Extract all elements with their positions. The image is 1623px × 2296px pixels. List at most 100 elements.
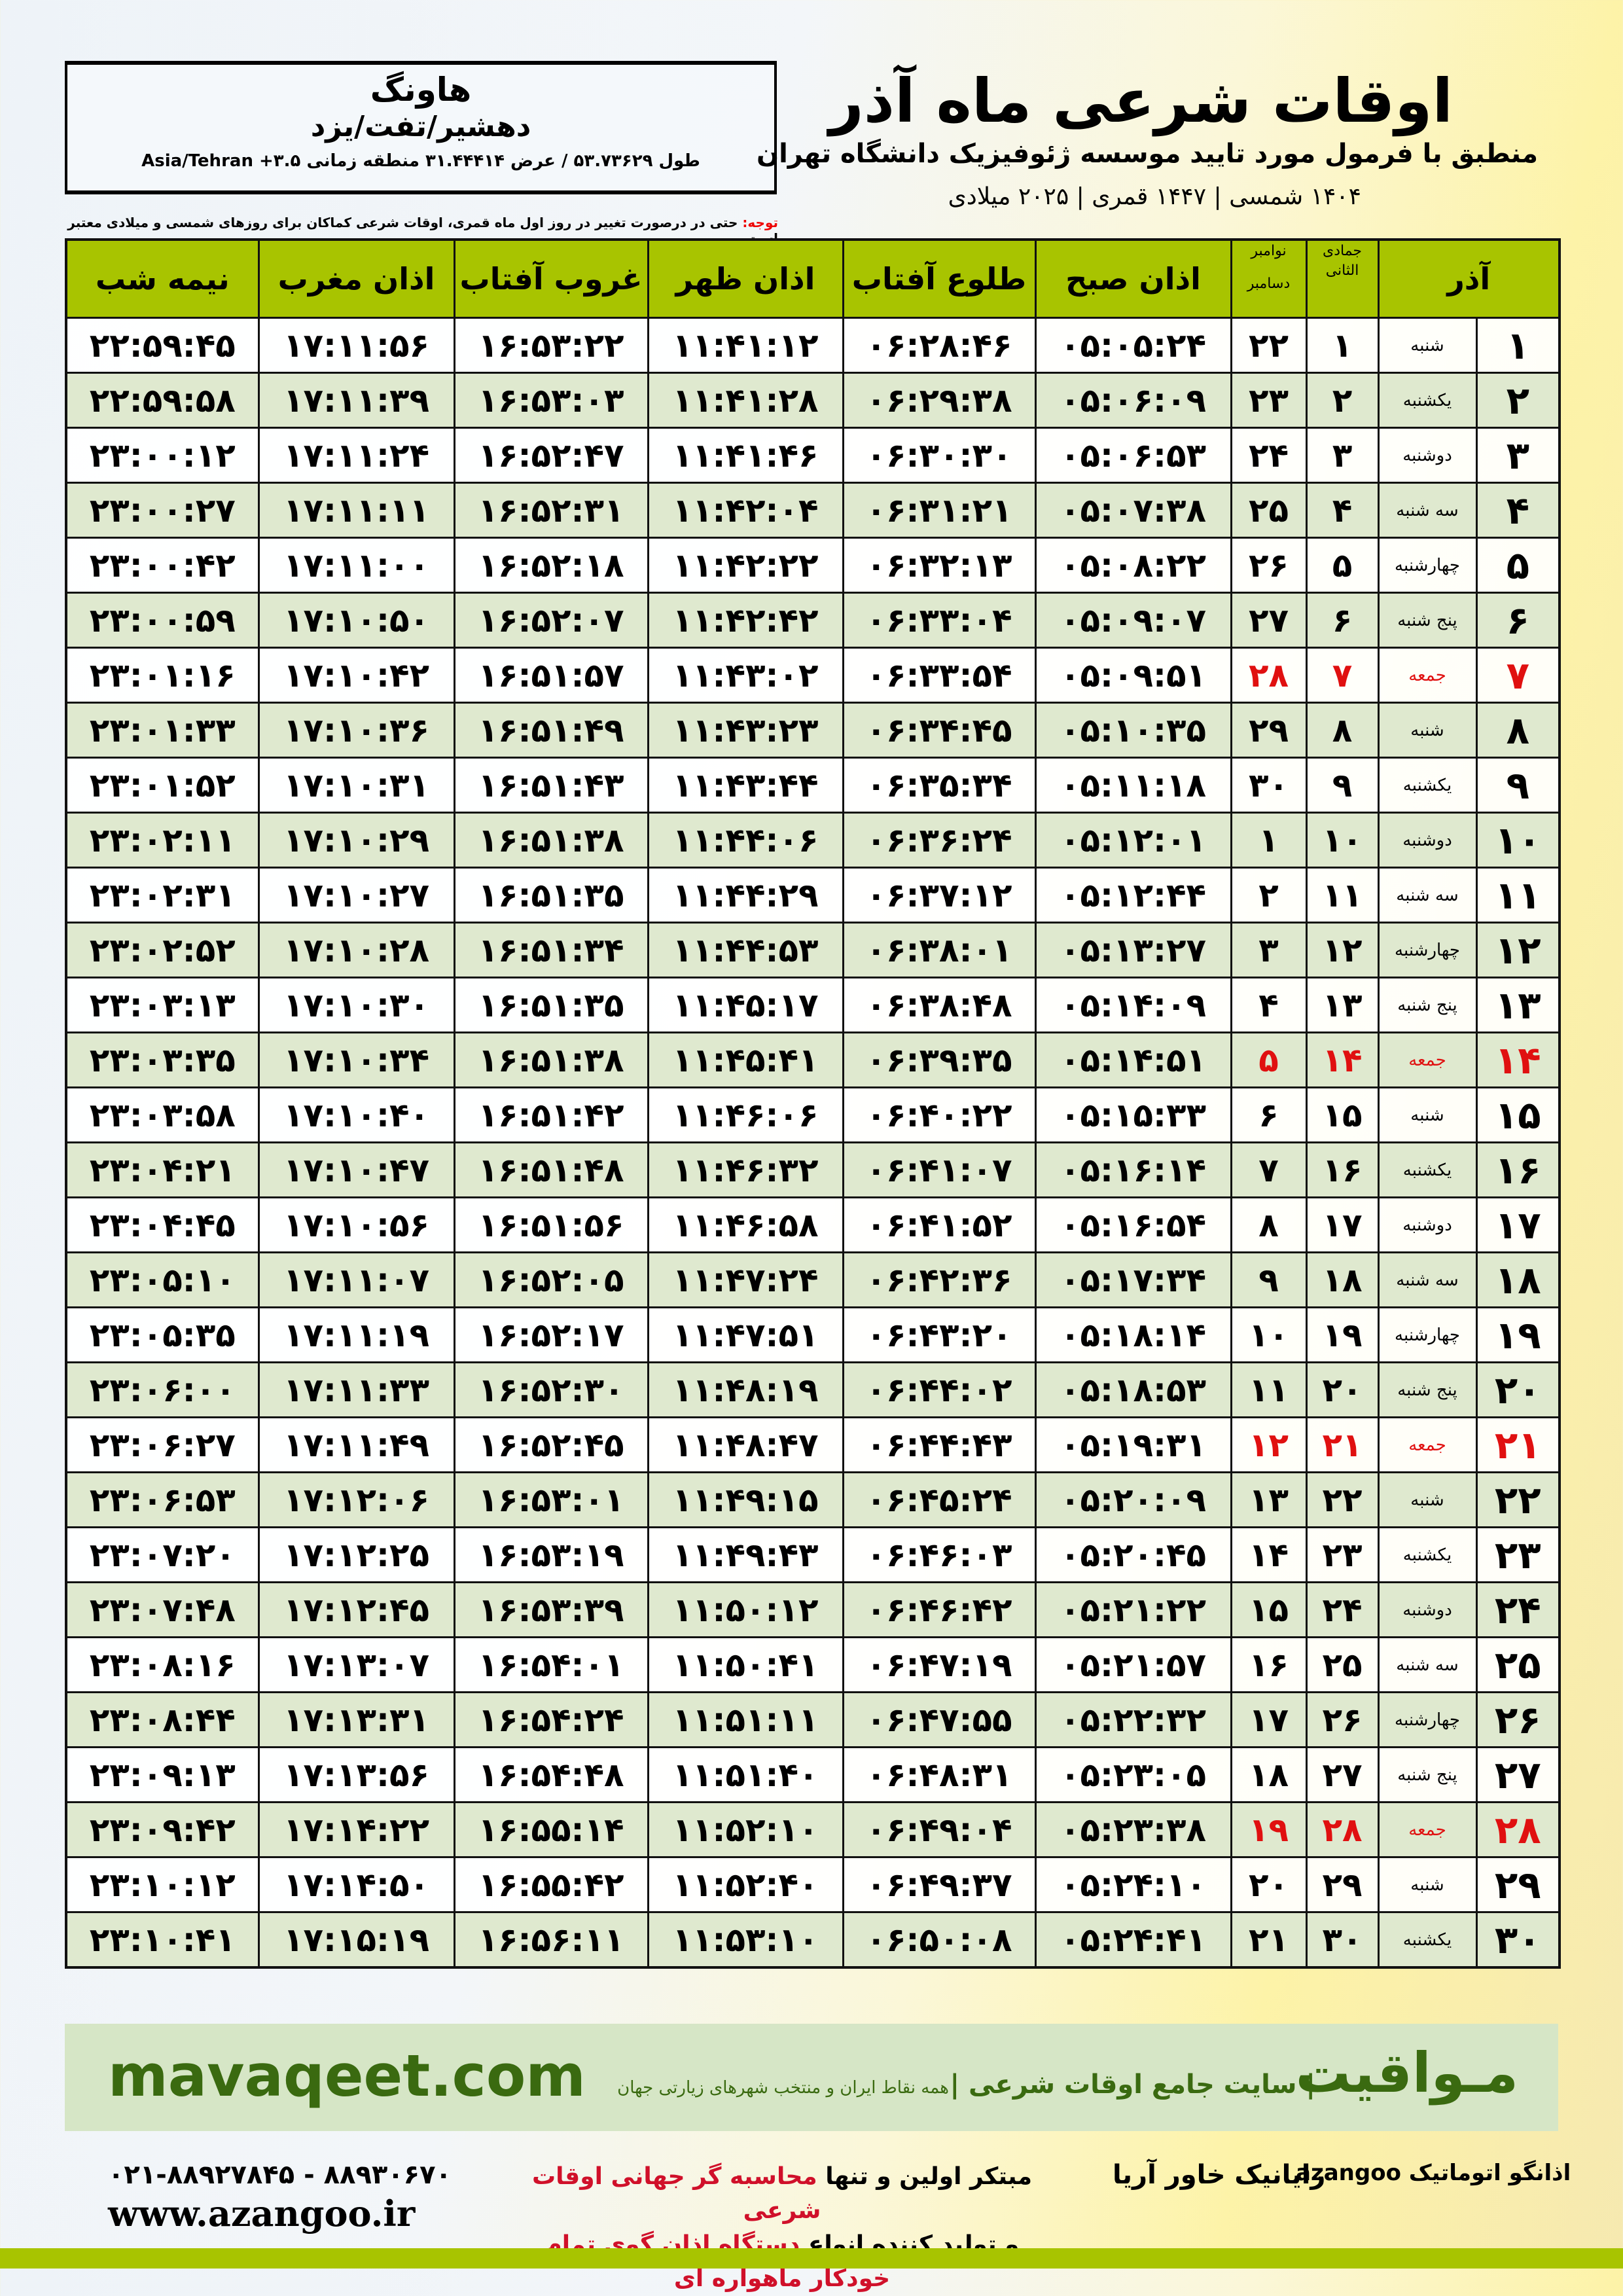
table-row: ۲۳ یکشنبه ۲۳ ۱۴ ۰۵:۲۰:۴۵ ۰۶:۴۶:۰۳ ۱۱:۴۹:۴۳ ۱۶:۵…	[65, 1526, 1561, 1583]
cell-sunrise: ۰۶:۴۰:۲۲	[842, 1086, 1037, 1143]
cell-fajr: ۰۵:۱۶:۱۴	[1034, 1141, 1232, 1198]
cell-weekday: چهارشنبه	[1377, 1691, 1478, 1748]
cell-gregorian-day: ۱۵	[1230, 1581, 1308, 1638]
cell-dhuhr: ۱۱:۴۹:۱۵	[647, 1471, 844, 1528]
cell-fajr: ۰۵:۱۴:۰۹	[1034, 977, 1232, 1033]
cell-sunrise: ۰۶:۴۴:۰۲	[842, 1361, 1037, 1418]
cell-midnight: ۲۳:۰۶:۰۰	[65, 1361, 260, 1418]
cell-hijri-day: ۲۰	[1305, 1361, 1380, 1418]
cell-fajr: ۰۵:۲۰:۰۹	[1034, 1471, 1232, 1528]
mavaqeet-link[interactable]: mavaqeet.com	[108, 2042, 586, 2109]
cell-gregorian-day: ۱۰	[1230, 1306, 1308, 1363]
cell-sunset: ۱۶:۵۲:۰۷	[453, 592, 649, 649]
cell-sunrise: ۰۶:۳۵:۳۴	[842, 757, 1037, 814]
table-row: ۱۳ پنج شنبه ۱۳ ۴ ۰۵:۱۴:۰۹ ۰۶:۳۸:۴۸ ۱۱:۴۵:۱۷ ۱۶:…	[65, 977, 1561, 1033]
cell-weekday: سه شنبه	[1377, 867, 1478, 924]
table-row: ۲۱ جمعه ۲۱ ۱۲ ۰۵:۱۹:۳۱ ۰۶:۴۴:۴۳ ۱۱:۴۸:۴۷ ۱۶:۵۲:…	[65, 1416, 1561, 1473]
raianik-logo: رایانیک خاور آریا	[1113, 2160, 1326, 2190]
cell-midnight: ۲۳:۰۲:۵۲	[65, 922, 260, 978]
cell-dhuhr: ۱۱:۵۰:۱۲	[647, 1581, 844, 1638]
cell-hijri-day: ۱	[1305, 317, 1380, 374]
header-fajr: اذان صبح	[1034, 240, 1231, 318]
cell-maghrib: ۱۷:۱۰:۳۱	[257, 757, 455, 814]
cell-weekday: چهارشنبه	[1377, 1306, 1478, 1363]
cell-dhuhr: ۱۱:۴۷:۵۱	[647, 1306, 844, 1363]
note: توجه: حتی در درصورت تغییر در روز اول ماه…	[65, 215, 778, 246]
cell-weekday: دوشنبه	[1377, 812, 1478, 869]
cell-day: ۱۴	[1475, 1031, 1561, 1088]
cell-dhuhr: ۱۱:۵۰:۴۱	[647, 1636, 844, 1693]
cell-sunrise: ۰۶:۳۲:۱۳	[842, 537, 1037, 594]
cell-midnight: ۲۳:۰۸:۱۶	[65, 1636, 260, 1693]
cell-day: ۱۵	[1475, 1086, 1561, 1143]
cell-dhuhr: ۱۱:۴۱:۴۶	[647, 427, 844, 484]
cell-maghrib: ۱۷:۱۲:۴۵	[257, 1581, 455, 1638]
cell-gregorian-day: ۲۶	[1230, 537, 1308, 594]
cell-midnight: ۲۲:۵۹:۴۵	[65, 317, 260, 374]
cell-dhuhr: ۱۱:۴۶:۳۲	[647, 1141, 844, 1198]
cell-day: ۲۷	[1475, 1746, 1561, 1803]
cell-sunset: ۱۶:۵۲:۱۸	[453, 537, 649, 594]
cell-gregorian-day: ۱	[1230, 812, 1308, 869]
table-row: ۲۶ چهارشنبه ۲۶ ۱۷ ۰۵:۲۲:۳۲ ۰۶:۴۷:۵۵ ۱۱:۵۱:۱۱ ۱۶…	[65, 1691, 1561, 1748]
cell-midnight: ۲۳:۰۴:۴۵	[65, 1196, 260, 1253]
cell-maghrib: ۱۷:۱۰:۳۰	[257, 977, 455, 1033]
cell-gregorian-day: ۲	[1230, 867, 1308, 924]
cell-hijri-day: ۱۶	[1305, 1141, 1380, 1198]
cell-dhuhr: ۱۱:۴۹:۴۳	[647, 1526, 844, 1583]
cell-maghrib: ۱۷:۱۰:۵۰	[257, 592, 455, 649]
cell-hijri-day: ۳۰	[1305, 1911, 1380, 1969]
cell-midnight: ۲۳:۰۰:۴۲	[65, 537, 260, 594]
cell-midnight: ۲۳:۰۳:۵۸	[65, 1086, 260, 1143]
cell-day: ۷	[1475, 647, 1561, 704]
cell-gregorian-day: ۱۶	[1230, 1636, 1308, 1693]
cell-maghrib: ۱۷:۱۰:۴۷	[257, 1141, 455, 1198]
cell-maghrib: ۱۷:۱۲:۲۵	[257, 1526, 455, 1583]
cell-gregorian-day: ۲۹	[1230, 702, 1308, 759]
cell-midnight: ۲۳:۰۹:۱۳	[65, 1746, 260, 1803]
cell-weekday: شنبه	[1377, 1471, 1478, 1528]
table-header-row: آذر جمادی الثانی نوامبر دسامبر اذان صبح ط…	[65, 240, 1560, 318]
cell-maghrib: ۱۷:۱۰:۲۸	[257, 922, 455, 978]
note-text: حتی در درصورت تغییر در روز اول ماه قمری،…	[67, 215, 778, 246]
cell-sunrise: ۰۶:۴۷:۵۵	[842, 1691, 1037, 1748]
cell-fajr: ۰۵:۲۳:۳۸	[1034, 1801, 1232, 1858]
table-row: ۲۷ پنج شنبه ۲۷ ۱۸ ۰۵:۲۳:۰۵ ۰۶:۴۸:۳۱ ۱۱:۵۱:۴۰ ۱۶…	[65, 1746, 1561, 1803]
cell-day: ۲۳	[1475, 1526, 1561, 1583]
cell-fajr: ۰۵:۰۵:۲۴	[1034, 317, 1232, 374]
cell-sunset: ۱۶:۵۳:۱۹	[453, 1526, 649, 1583]
header-november: نوامبر	[1251, 243, 1287, 259]
cell-hijri-day: ۵	[1305, 537, 1380, 594]
cell-weekday: پنج شنبه	[1377, 1361, 1478, 1418]
cell-day: ۶	[1475, 592, 1561, 649]
mavaqeet-logo: مـواقیت	[1295, 2041, 1518, 2105]
cell-gregorian-day: ۵	[1230, 1031, 1308, 1088]
cell-maghrib: ۱۷:۱۱:۳۹	[257, 372, 455, 429]
cell-fajr: ۰۵:۰۶:۵۳	[1034, 427, 1232, 484]
cell-midnight: ۲۳:۰۶:۲۷	[65, 1416, 260, 1473]
cell-day: ۱۳	[1475, 977, 1561, 1033]
cell-dhuhr: ۱۱:۵۲:۴۰	[647, 1856, 844, 1913]
cell-midnight: ۲۳:۰۷:۲۰	[65, 1526, 260, 1583]
cell-sunrise: ۰۶:۳۹:۳۵	[842, 1031, 1037, 1088]
cell-fajr: ۰۵:۱۳:۲۷	[1034, 922, 1232, 978]
cell-gregorian-day: ۲۲	[1230, 317, 1308, 374]
cell-weekday: جمعه	[1377, 1031, 1478, 1088]
cell-midnight: ۲۳:۰۵:۱۰	[65, 1251, 260, 1308]
cell-fajr: ۰۵:۰۶:۰۹	[1034, 372, 1232, 429]
cell-dhuhr: ۱۱:۴۳:۴۴	[647, 757, 844, 814]
cell-gregorian-day: ۳۰	[1230, 757, 1308, 814]
cell-weekday: یکشنبه	[1377, 757, 1478, 814]
cell-weekday: شنبه	[1377, 317, 1478, 374]
cell-gregorian-day: ۱۸	[1230, 1746, 1308, 1803]
cell-day: ۲۵	[1475, 1636, 1561, 1693]
cell-fajr: ۰۵:۲۰:۴۵	[1034, 1526, 1232, 1583]
cell-maghrib: ۱۷:۱۰:۳۶	[257, 702, 455, 759]
azangoo-link[interactable]: www.azangoo.ir	[108, 2193, 416, 2234]
cell-midnight: ۲۳:۰۵:۳۵	[65, 1306, 260, 1363]
cell-midnight: ۲۳:۰۶:۵۳	[65, 1471, 260, 1528]
cell-sunrise: ۰۶:۴۷:۱۹	[842, 1636, 1037, 1693]
cell-midnight: ۲۳:۰۱:۳۳	[65, 702, 260, 759]
cell-sunrise: ۰۶:۳۳:۵۴	[842, 647, 1037, 704]
prayer-times-table: آذر جمادی الثانی نوامبر دسامبر اذان صبح ط…	[65, 238, 1561, 1969]
